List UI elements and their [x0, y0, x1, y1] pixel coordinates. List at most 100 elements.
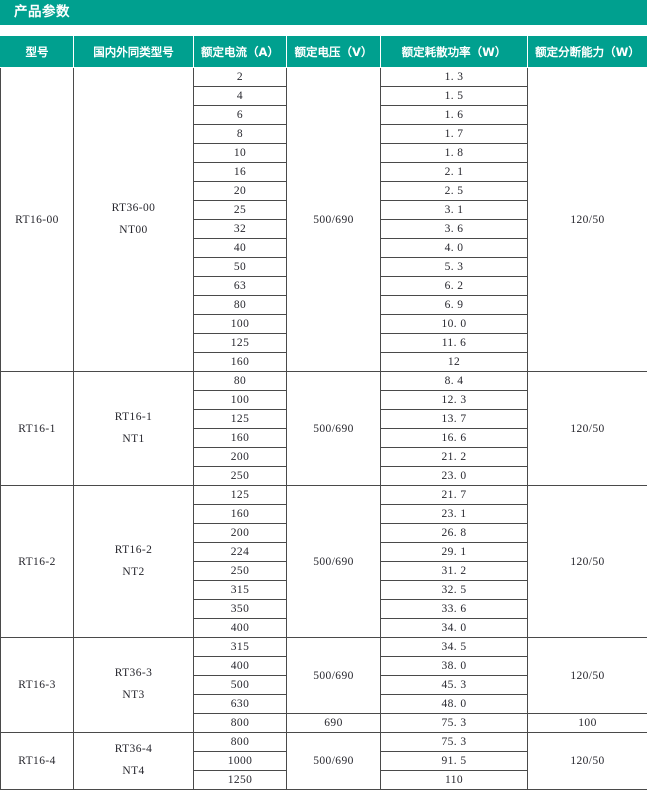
- cell-rated-power-dissipation: 16. 6: [381, 429, 528, 448]
- column-header-rated-breaking-capacity: 额定分断能力（W）: [528, 37, 647, 68]
- column-header-model: 型号: [1, 37, 74, 68]
- cell-model: RT16-1: [1, 372, 74, 486]
- cell-rated-current: 8: [194, 125, 287, 144]
- equivalent-model-line: NT2: [76, 562, 191, 584]
- cell-model: RT16-4: [1, 733, 74, 790]
- cell-rated-current: 25: [194, 201, 287, 220]
- cell-rated-power-dissipation: 38. 0: [381, 657, 528, 676]
- cell-rated-current: 80: [194, 372, 287, 391]
- cell-rated-power-dissipation: 33. 6: [381, 600, 528, 619]
- cell-rated-power-dissipation: 1. 3: [381, 68, 528, 87]
- cell-rated-power-dissipation: 13. 7: [381, 410, 528, 429]
- equivalent-model-line: RT36-3: [76, 663, 191, 685]
- equivalent-model-line: NT3: [76, 685, 191, 707]
- cell-rated-voltage: 500/690: [287, 733, 381, 790]
- table-header: 型号 国内外同类型号 额定电流（A） 额定电压（V） 额定耗散功率（W） 额定分…: [1, 37, 647, 68]
- product-spec-table: 型号 国内外同类型号 额定电流（A） 额定电压（V） 额定耗散功率（W） 额定分…: [0, 36, 647, 790]
- cell-rated-power-dissipation: 23. 1: [381, 505, 528, 524]
- cell-rated-power-dissipation: 1. 6: [381, 106, 528, 125]
- cell-rated-power-dissipation: 1. 7: [381, 125, 528, 144]
- cell-rated-power-dissipation: 1. 8: [381, 144, 528, 163]
- product-spec-page: 产品参数 型号 国内外同类型号 额定电流（A） 额定电压（V） 额定耗散功率（W…: [0, 0, 647, 745]
- cell-rated-current: 63: [194, 277, 287, 296]
- cell-rated-power-dissipation: 31. 2: [381, 562, 528, 581]
- cell-rated-current: 315: [194, 581, 287, 600]
- cell-rated-power-dissipation: 2. 1: [381, 163, 528, 182]
- cell-rated-current: 200: [194, 448, 287, 467]
- equivalent-model-line: NT00: [76, 220, 191, 242]
- cell-rated-current: 160: [194, 353, 287, 372]
- cell-rated-current: 2: [194, 68, 287, 87]
- cell-rated-current: 400: [194, 619, 287, 638]
- cell-rated-current: 80: [194, 296, 287, 315]
- cell-rated-current: 20: [194, 182, 287, 201]
- cell-rated-breaking-capacity: 120/50: [528, 372, 647, 486]
- cell-rated-power-dissipation: 23. 0: [381, 467, 528, 486]
- cell-rated-power-dissipation: 2. 5: [381, 182, 528, 201]
- section-title-bar: 产品参数: [0, 0, 647, 25]
- cell-rated-current: 1250: [194, 771, 287, 790]
- cell-rated-power-dissipation: 1. 5: [381, 87, 528, 106]
- cell-rated-power-dissipation: 6. 9: [381, 296, 528, 315]
- cell-rated-power-dissipation: 3. 6: [381, 220, 528, 239]
- cell-rated-voltage: 500/690: [287, 372, 381, 486]
- equivalent-model-line: RT36-00: [76, 198, 191, 220]
- cell-rated-voltage: 500/690: [287, 68, 381, 372]
- cell-rated-power-dissipation: 11. 6: [381, 334, 528, 353]
- cell-rated-current: 40: [194, 239, 287, 258]
- equivalent-model-line: RT36-4: [76, 739, 191, 761]
- cell-rated-power-dissipation: 12: [381, 353, 528, 372]
- column-header-rated-current: 额定电流（A）: [194, 37, 287, 68]
- cell-rated-power-dissipation: 8. 4: [381, 372, 528, 391]
- cell-rated-breaking-capacity: 120/50: [528, 638, 647, 714]
- cell-rated-current: 10: [194, 144, 287, 163]
- cell-rated-power-dissipation: 34. 5: [381, 638, 528, 657]
- cell-rated-breaking-capacity: 100: [528, 714, 647, 733]
- cell-rated-power-dissipation: 3. 1: [381, 201, 528, 220]
- cell-rated-voltage: 500/690: [287, 486, 381, 638]
- cell-rated-power-dissipation: 10. 0: [381, 315, 528, 334]
- cell-rated-current: 50: [194, 258, 287, 277]
- cell-rated-power-dissipation: 34. 0: [381, 619, 528, 638]
- cell-rated-breaking-capacity: 120/50: [528, 486, 647, 638]
- column-header-rated-power-dissipation: 额定耗散功率（W）: [381, 37, 528, 68]
- title-table-spacer: [0, 25, 647, 36]
- cell-rated-current: 800: [194, 733, 287, 752]
- cell-rated-breaking-capacity: 120/50: [528, 68, 647, 372]
- cell-rated-current: 250: [194, 562, 287, 581]
- cell-rated-power-dissipation: 21. 7: [381, 486, 528, 505]
- cell-rated-power-dissipation: 6. 2: [381, 277, 528, 296]
- cell-rated-current: 1000: [194, 752, 287, 771]
- cell-rated-current: 630: [194, 695, 287, 714]
- cell-rated-voltage: 690: [287, 714, 381, 733]
- column-header-equivalent: 国内外同类型号: [74, 37, 194, 68]
- equivalent-model-line: RT16-1: [76, 407, 191, 429]
- cell-rated-current: 100: [194, 391, 287, 410]
- cell-model: RT16-2: [1, 486, 74, 638]
- cell-rated-power-dissipation: 5. 3: [381, 258, 528, 277]
- cell-rated-current: 16: [194, 163, 287, 182]
- cell-rated-current: 350: [194, 600, 287, 619]
- cell-rated-current: 160: [194, 429, 287, 448]
- cell-rated-power-dissipation: 91. 5: [381, 752, 528, 771]
- cell-rated-power-dissipation: 75. 3: [381, 733, 528, 752]
- cell-rated-current: 400: [194, 657, 287, 676]
- cell-rated-current: 6: [194, 106, 287, 125]
- cell-rated-current: 125: [194, 334, 287, 353]
- cell-rated-current: 125: [194, 486, 287, 505]
- cell-rated-current: 32: [194, 220, 287, 239]
- cell-rated-power-dissipation: 32. 5: [381, 581, 528, 600]
- cell-rated-power-dissipation: 12. 3: [381, 391, 528, 410]
- cell-rated-current: 800: [194, 714, 287, 733]
- cell-rated-power-dissipation: 21. 2: [381, 448, 528, 467]
- cell-rated-current: 224: [194, 543, 287, 562]
- cell-rated-current: 125: [194, 410, 287, 429]
